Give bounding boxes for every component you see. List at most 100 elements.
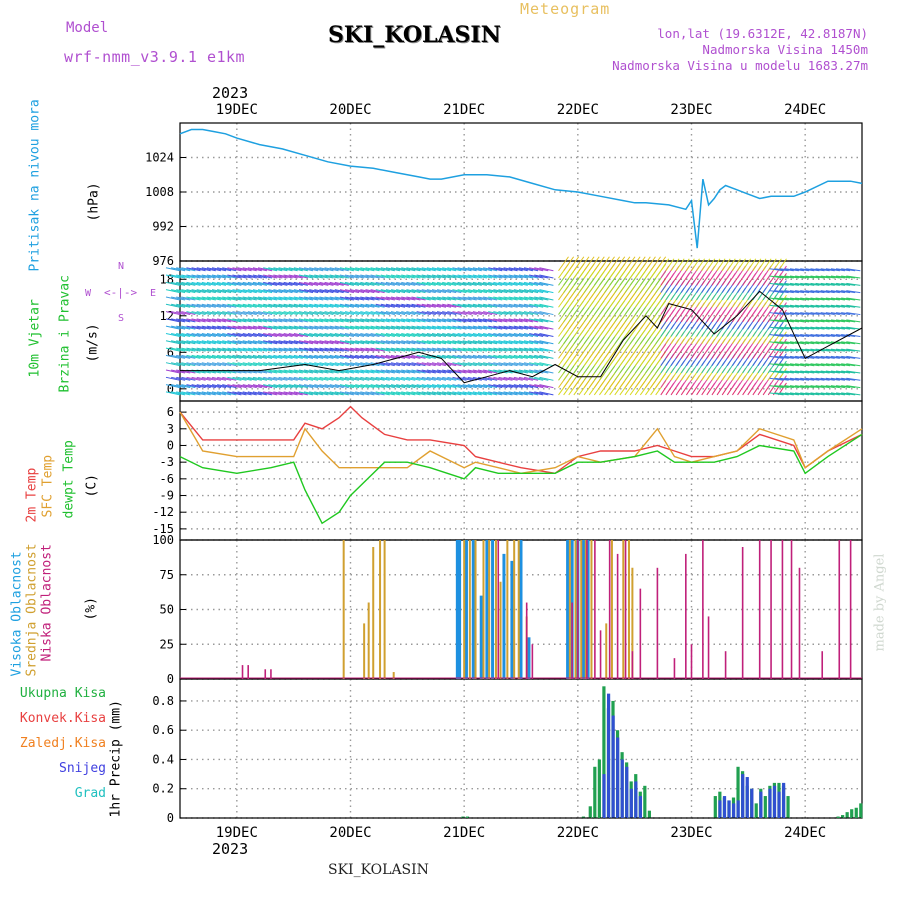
wind-barb bbox=[360, 267, 375, 272]
wind-barb bbox=[472, 332, 488, 337]
wind-barb bbox=[211, 281, 227, 286]
wind-barb bbox=[431, 311, 447, 316]
wind-barb bbox=[242, 376, 257, 381]
wind-barb bbox=[268, 274, 283, 279]
wind-barb bbox=[201, 340, 216, 345]
wind-barb bbox=[247, 384, 262, 389]
wind-barb bbox=[800, 333, 815, 337]
wind-barb bbox=[355, 369, 370, 374]
wind-barb bbox=[309, 332, 324, 337]
wind-barb bbox=[472, 391, 488, 396]
wind-barb bbox=[385, 391, 401, 396]
wind-barb bbox=[334, 376, 349, 381]
wind-barb bbox=[196, 267, 211, 272]
wind-barb bbox=[232, 340, 247, 345]
wind-barb bbox=[278, 376, 293, 381]
wind-barb bbox=[344, 384, 360, 389]
wind-barb bbox=[457, 332, 472, 337]
wind-barb bbox=[789, 341, 805, 345]
wind-barb bbox=[365, 274, 380, 279]
wind-barb bbox=[778, 375, 787, 388]
wind-barb bbox=[242, 362, 257, 367]
wind-barb bbox=[523, 311, 539, 316]
wind-barb bbox=[334, 325, 349, 330]
y-tick-label: 6 bbox=[167, 345, 174, 359]
wind-barb bbox=[779, 297, 794, 301]
wind-barb bbox=[477, 354, 493, 359]
wind-barb bbox=[493, 354, 508, 359]
wind-barb bbox=[314, 274, 329, 279]
wind-barb bbox=[206, 362, 222, 367]
wind-barb bbox=[309, 303, 324, 308]
wind-barb bbox=[416, 354, 431, 359]
wind-barb bbox=[171, 325, 186, 330]
wind-barb bbox=[360, 332, 375, 337]
wind-barb bbox=[841, 377, 856, 381]
wind-barb bbox=[503, 281, 518, 286]
wind-barb bbox=[835, 348, 851, 352]
precip-bar bbox=[777, 791, 781, 818]
wind-barb bbox=[181, 267, 196, 272]
wind-barb bbox=[534, 362, 549, 367]
wind-barb bbox=[498, 274, 513, 279]
wind-barb bbox=[825, 304, 840, 308]
wind-barb bbox=[227, 267, 242, 272]
wind-barb bbox=[462, 369, 477, 374]
wind-barb bbox=[227, 340, 242, 345]
wind-barb bbox=[529, 274, 544, 279]
wind-barb bbox=[523, 332, 539, 337]
temp-label-dewpt: dewpt Temp bbox=[61, 440, 77, 519]
wind-barb bbox=[217, 325, 232, 330]
wind-barb bbox=[171, 347, 186, 352]
wind-barb bbox=[252, 311, 268, 316]
wind-barb bbox=[784, 355, 799, 359]
precip-bar bbox=[750, 788, 754, 818]
wind-barb bbox=[232, 281, 247, 286]
wind-barb bbox=[800, 348, 815, 352]
wind-barb bbox=[778, 346, 787, 359]
precip-bar bbox=[602, 686, 606, 818]
wind-barb bbox=[488, 318, 503, 323]
wind-barb bbox=[380, 281, 395, 286]
precip-bar bbox=[745, 777, 749, 818]
wind-barb bbox=[815, 392, 830, 396]
wind-barb bbox=[273, 384, 288, 389]
wind-barb bbox=[835, 326, 851, 330]
wind-barb bbox=[483, 354, 498, 359]
wind-barb bbox=[518, 384, 534, 389]
wind-barb bbox=[784, 297, 799, 301]
wind-barb bbox=[568, 256, 580, 272]
wind-barb bbox=[252, 384, 268, 389]
wind-barb bbox=[360, 318, 375, 323]
wind-barb bbox=[390, 391, 406, 396]
wind-barb bbox=[452, 289, 467, 294]
y-tick-label: 0 bbox=[167, 672, 174, 686]
wind-barb bbox=[283, 362, 298, 367]
wind-barb bbox=[805, 326, 820, 330]
wind-barb bbox=[421, 318, 436, 323]
wind-barb bbox=[467, 318, 482, 323]
wind-barb bbox=[283, 303, 298, 308]
wind-barb bbox=[257, 391, 273, 396]
y-tick-label: -9 bbox=[160, 489, 174, 503]
wind-barb bbox=[165, 267, 181, 272]
wind-barb bbox=[298, 296, 314, 301]
wind-barb bbox=[779, 341, 794, 345]
wind-barb bbox=[436, 362, 452, 367]
wind-barb bbox=[176, 362, 191, 367]
wind-barb bbox=[263, 354, 278, 359]
wind-barb bbox=[825, 319, 840, 323]
wind-barb bbox=[493, 391, 508, 396]
wind-barb bbox=[406, 391, 421, 396]
pressure-label: Pritisak na nivou mora bbox=[27, 99, 43, 272]
wind-barb bbox=[293, 369, 308, 374]
wind-barb bbox=[421, 332, 436, 337]
wind-barb bbox=[339, 376, 355, 381]
wind-barb bbox=[273, 289, 288, 294]
wind-barb bbox=[350, 362, 365, 367]
wind-barb bbox=[380, 391, 395, 396]
wind-barb bbox=[769, 326, 784, 330]
wind-barb bbox=[534, 318, 549, 323]
wind-barb bbox=[288, 318, 303, 323]
wind-barb bbox=[206, 267, 222, 272]
